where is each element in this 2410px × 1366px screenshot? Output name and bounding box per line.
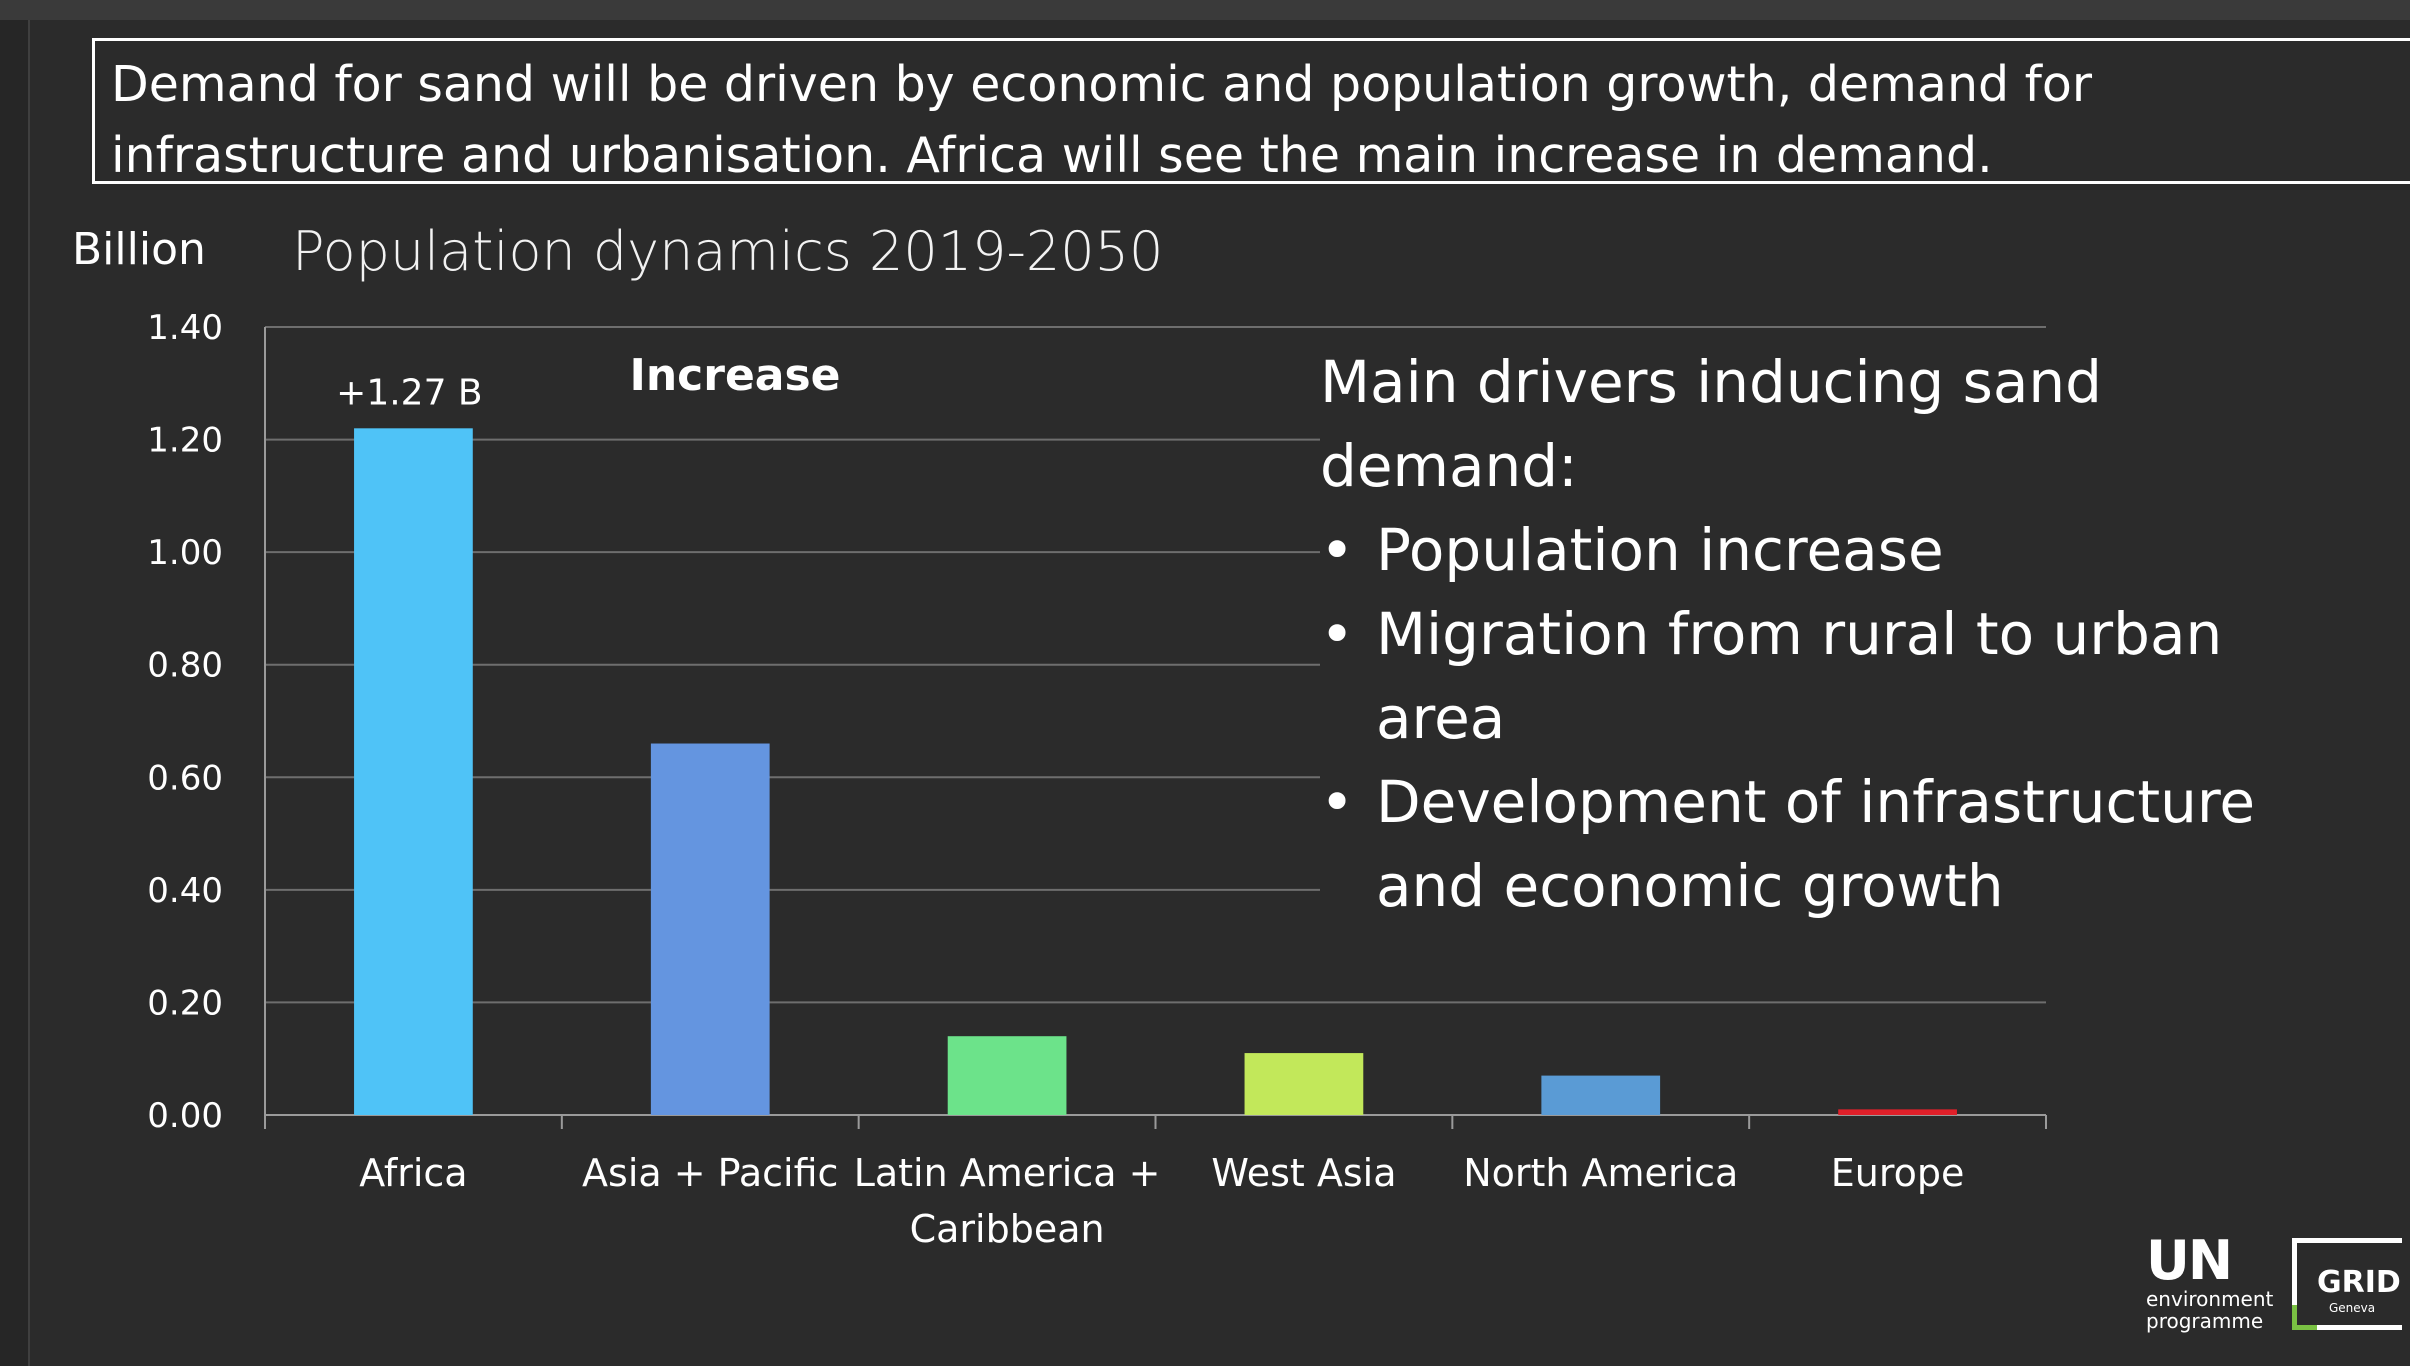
x-category-label: Latin America + bbox=[854, 1151, 1161, 1195]
bar-europe bbox=[1838, 1109, 1957, 1115]
driver-item-infrastructure: Development of infrastructure and econom… bbox=[1320, 760, 2360, 928]
data-label: +1.27 B bbox=[336, 372, 482, 413]
un-logo-sub-line-2: programme bbox=[2146, 1309, 2264, 1333]
un-logo-sub-line-1: environment bbox=[2146, 1287, 2274, 1311]
bar-asia-pacific bbox=[650, 743, 770, 1115]
x-category-label: North America bbox=[1463, 1151, 1738, 1195]
headline-box: Demand for sand will be driven by econom… bbox=[92, 38, 2410, 184]
bar-north-america bbox=[1541, 1075, 1661, 1115]
drivers-heading: Main drivers inducing sand demand: bbox=[1320, 348, 2102, 500]
bar-africa bbox=[354, 428, 473, 1115]
x-category-label: Caribbean bbox=[910, 1207, 1105, 1251]
window-top-bar bbox=[0, 0, 2410, 20]
x-category-label: Africa bbox=[359, 1151, 467, 1195]
x-category-label: West Asia bbox=[1211, 1151, 1396, 1195]
y-tick-label: 0.40 bbox=[147, 871, 223, 911]
grid-logo-text: GRID bbox=[2317, 1265, 2401, 1300]
x-category-label: Europe bbox=[1831, 1151, 1965, 1195]
bar-west-asia bbox=[1244, 1053, 1364, 1115]
y-tick-label: 0.80 bbox=[147, 646, 223, 686]
driver-item-migration: Migration from rural to urban area bbox=[1320, 592, 2360, 760]
drivers-panel: Main drivers inducing sand demand: Popul… bbox=[1320, 340, 2360, 928]
bar-latin-america-caribbean bbox=[947, 1036, 1067, 1115]
window-left-bar bbox=[0, 20, 30, 1366]
headline-text: Demand for sand will be driven by econom… bbox=[111, 56, 2093, 184]
un-logo-subtitle: environment programme bbox=[2146, 1288, 2286, 1332]
y-tick-label: 1.40 bbox=[147, 308, 223, 348]
y-axis-unit-label: Billion bbox=[72, 224, 206, 275]
grid-logo-accent-icon bbox=[2292, 1305, 2317, 1330]
chart-title: Population dynamics 2019-2050 bbox=[292, 220, 1164, 283]
driver-item-population: Population increase bbox=[1320, 508, 2360, 592]
y-tick-label: 1.20 bbox=[147, 421, 223, 461]
x-category-label: Asia + Pacific bbox=[582, 1151, 838, 1195]
grid-logo-subtitle: Geneva bbox=[2329, 1301, 2376, 1315]
un-logo-text: UN bbox=[2146, 1229, 2233, 1292]
y-tick-label: 0.00 bbox=[147, 1096, 223, 1136]
y-tick-label: 0.20 bbox=[147, 983, 223, 1023]
legend-series-name: Increase bbox=[629, 350, 840, 401]
y-tick-label: 1.00 bbox=[147, 533, 223, 573]
y-tick-label: 0.60 bbox=[147, 758, 223, 798]
drivers-list: Population increase Migration from rural… bbox=[1320, 508, 2360, 928]
grid-geneva-logo: GRID Geneva bbox=[2292, 1238, 2402, 1330]
un-environment-logo: UN environment programme bbox=[2146, 1229, 2286, 1333]
